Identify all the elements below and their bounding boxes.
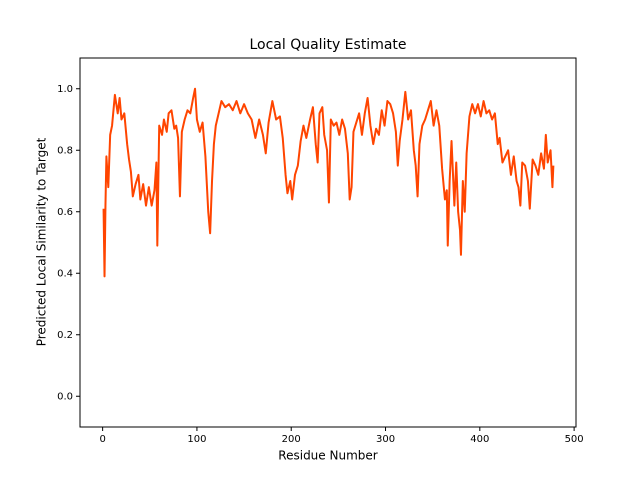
data-line (102, 87, 555, 278)
y-tick-label: 0.4 (57, 268, 73, 279)
chart-title: Local Quality Estimate (249, 37, 406, 53)
x-tick-label: 200 (282, 434, 301, 445)
y-tick-label: 0.0 (57, 391, 73, 402)
x-tick-label: 400 (470, 434, 489, 445)
y-tick-label: 1.0 (57, 84, 73, 95)
plot-frame (79, 57, 577, 428)
x-tick-label: 500 (565, 434, 584, 445)
y-tick-label: 0.2 (57, 330, 73, 341)
x-tick-label: 0 (99, 434, 105, 445)
y-tick-label: 0.8 (57, 145, 73, 156)
x-tick-label: 300 (376, 434, 395, 445)
x-tick-label: 100 (187, 434, 206, 445)
y-axis-label: Predicted Local Similarity to Target (35, 137, 49, 346)
y-tick-label: 0.6 (57, 207, 73, 218)
x-axis-label: Residue Number (278, 449, 377, 463)
